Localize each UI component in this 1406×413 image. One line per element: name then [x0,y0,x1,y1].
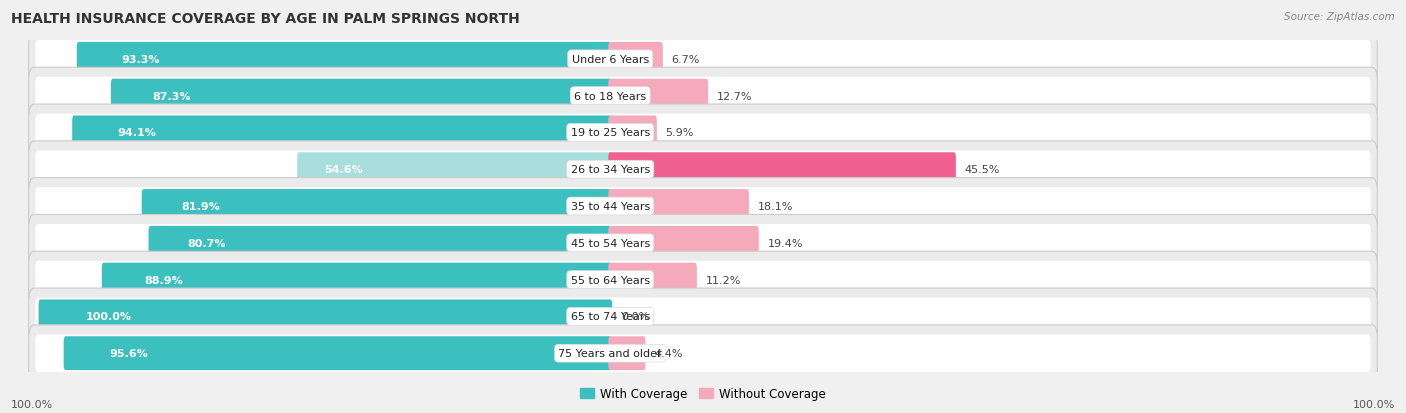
FancyBboxPatch shape [72,116,612,150]
FancyBboxPatch shape [609,43,662,76]
FancyBboxPatch shape [35,261,1371,299]
Text: 55 to 64 Years: 55 to 64 Years [571,275,650,285]
FancyBboxPatch shape [28,31,1378,88]
FancyBboxPatch shape [609,153,956,187]
FancyBboxPatch shape [35,78,1371,115]
Text: 19.4%: 19.4% [768,238,803,248]
Text: 6.7%: 6.7% [672,55,700,65]
Text: 12.7%: 12.7% [717,91,752,101]
Text: Under 6 Years: Under 6 Years [572,55,650,65]
Text: 81.9%: 81.9% [181,202,219,211]
FancyBboxPatch shape [35,298,1371,335]
Text: 4.4%: 4.4% [654,348,682,358]
Text: 75 Years and older: 75 Years and older [558,348,662,358]
Text: 100.0%: 100.0% [11,399,53,409]
FancyBboxPatch shape [28,178,1378,235]
Text: 45 to 54 Years: 45 to 54 Years [571,238,650,248]
Text: 95.6%: 95.6% [110,348,148,358]
Text: 18.1%: 18.1% [758,202,793,211]
Text: 87.3%: 87.3% [153,91,191,101]
Text: 19 to 25 Years: 19 to 25 Years [571,128,650,138]
Text: 26 to 34 Years: 26 to 34 Years [571,165,650,175]
Text: HEALTH INSURANCE COVERAGE BY AGE IN PALM SPRINGS NORTH: HEALTH INSURANCE COVERAGE BY AGE IN PALM… [11,12,520,26]
Text: 6 to 18 Years: 6 to 18 Years [574,91,647,101]
FancyBboxPatch shape [35,188,1371,225]
FancyBboxPatch shape [35,151,1371,188]
Text: 35 to 44 Years: 35 to 44 Years [571,202,650,211]
FancyBboxPatch shape [297,153,612,187]
FancyBboxPatch shape [609,190,749,223]
FancyBboxPatch shape [28,325,1378,382]
FancyBboxPatch shape [63,337,612,370]
FancyBboxPatch shape [77,43,612,76]
FancyBboxPatch shape [35,225,1371,262]
Text: 0.0%: 0.0% [621,312,650,322]
FancyBboxPatch shape [609,337,645,370]
Text: 5.9%: 5.9% [665,128,693,138]
FancyBboxPatch shape [28,252,1378,308]
Text: 65 to 74 Years: 65 to 74 Years [571,312,650,322]
FancyBboxPatch shape [28,288,1378,345]
Text: 100.0%: 100.0% [1353,399,1395,409]
Text: 45.5%: 45.5% [965,165,1000,175]
Text: 54.6%: 54.6% [325,165,363,175]
FancyBboxPatch shape [149,226,612,260]
FancyBboxPatch shape [28,215,1378,271]
Text: 100.0%: 100.0% [86,312,132,322]
Text: 80.7%: 80.7% [187,238,226,248]
FancyBboxPatch shape [609,116,657,150]
Text: 93.3%: 93.3% [121,55,160,65]
FancyBboxPatch shape [101,263,612,297]
FancyBboxPatch shape [28,68,1378,125]
FancyBboxPatch shape [142,190,612,223]
FancyBboxPatch shape [111,79,612,113]
FancyBboxPatch shape [28,105,1378,161]
Legend: With Coverage, Without Coverage: With Coverage, Without Coverage [575,383,831,405]
FancyBboxPatch shape [609,79,709,113]
FancyBboxPatch shape [28,142,1378,198]
FancyBboxPatch shape [38,300,612,334]
Text: 94.1%: 94.1% [117,128,156,138]
FancyBboxPatch shape [609,263,697,297]
Text: 88.9%: 88.9% [145,275,183,285]
FancyBboxPatch shape [35,41,1371,78]
Text: Source: ZipAtlas.com: Source: ZipAtlas.com [1284,12,1395,22]
FancyBboxPatch shape [35,114,1371,152]
FancyBboxPatch shape [609,226,759,260]
Text: 11.2%: 11.2% [706,275,741,285]
FancyBboxPatch shape [35,335,1371,372]
